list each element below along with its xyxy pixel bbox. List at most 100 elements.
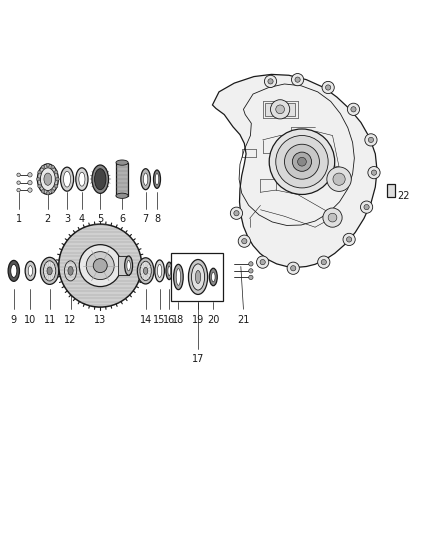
- Ellipse shape: [155, 174, 159, 185]
- Ellipse shape: [138, 258, 154, 284]
- Ellipse shape: [79, 172, 85, 186]
- Ellipse shape: [40, 257, 59, 285]
- Circle shape: [17, 188, 20, 192]
- Circle shape: [346, 237, 352, 242]
- Ellipse shape: [116, 193, 128, 198]
- Circle shape: [54, 184, 58, 188]
- Ellipse shape: [64, 171, 71, 187]
- Text: 20: 20: [207, 314, 219, 325]
- Circle shape: [364, 205, 369, 210]
- Bar: [171, 253, 223, 302]
- Ellipse shape: [92, 165, 109, 193]
- Text: 4: 4: [79, 214, 85, 224]
- Ellipse shape: [76, 168, 88, 190]
- Circle shape: [46, 191, 49, 195]
- Bar: [118, 256, 129, 275]
- Text: 12: 12: [64, 314, 77, 325]
- Circle shape: [343, 233, 355, 246]
- Circle shape: [56, 177, 59, 181]
- Circle shape: [234, 211, 239, 216]
- Bar: [116, 163, 128, 196]
- Ellipse shape: [95, 169, 106, 190]
- Ellipse shape: [116, 160, 128, 165]
- Ellipse shape: [173, 264, 183, 289]
- Ellipse shape: [212, 272, 215, 282]
- Text: 1: 1: [16, 214, 22, 224]
- Ellipse shape: [11, 264, 17, 277]
- Ellipse shape: [188, 260, 208, 294]
- Circle shape: [291, 74, 304, 86]
- Circle shape: [333, 173, 345, 185]
- Circle shape: [322, 82, 334, 94]
- Circle shape: [260, 260, 265, 265]
- Circle shape: [268, 79, 273, 84]
- Text: 9: 9: [11, 314, 17, 325]
- Circle shape: [265, 75, 277, 87]
- Circle shape: [347, 103, 360, 116]
- Ellipse shape: [47, 267, 52, 275]
- Circle shape: [327, 167, 351, 191]
- Circle shape: [292, 152, 311, 171]
- Text: 8: 8: [154, 214, 160, 224]
- Ellipse shape: [209, 268, 217, 286]
- Circle shape: [368, 166, 380, 179]
- Circle shape: [54, 171, 58, 174]
- Circle shape: [365, 134, 377, 146]
- Circle shape: [59, 224, 142, 307]
- Circle shape: [36, 177, 40, 181]
- Ellipse shape: [168, 266, 170, 276]
- Circle shape: [325, 85, 331, 90]
- Ellipse shape: [28, 265, 32, 276]
- Circle shape: [28, 188, 32, 192]
- Circle shape: [249, 262, 253, 266]
- Circle shape: [41, 190, 45, 193]
- Circle shape: [230, 207, 243, 220]
- Circle shape: [51, 190, 54, 193]
- Circle shape: [290, 265, 296, 271]
- Circle shape: [269, 129, 335, 195]
- Ellipse shape: [62, 258, 79, 284]
- Circle shape: [79, 245, 121, 287]
- Text: 19: 19: [192, 314, 204, 325]
- Circle shape: [371, 170, 377, 175]
- Circle shape: [249, 275, 253, 280]
- Circle shape: [249, 269, 253, 273]
- Text: 7: 7: [142, 214, 149, 224]
- Circle shape: [360, 201, 373, 213]
- Circle shape: [321, 260, 326, 265]
- Text: 14: 14: [140, 314, 152, 325]
- Ellipse shape: [44, 173, 52, 185]
- Text: 21: 21: [237, 314, 250, 325]
- Text: 22: 22: [397, 191, 410, 201]
- Ellipse shape: [166, 262, 173, 280]
- Ellipse shape: [176, 269, 180, 285]
- Circle shape: [38, 184, 41, 188]
- Circle shape: [86, 252, 114, 280]
- Ellipse shape: [40, 168, 55, 190]
- Text: 2: 2: [45, 214, 51, 224]
- Polygon shape: [212, 75, 377, 268]
- Ellipse shape: [144, 173, 148, 185]
- Text: 18: 18: [172, 314, 184, 325]
- Ellipse shape: [43, 261, 56, 281]
- Ellipse shape: [153, 170, 160, 188]
- Ellipse shape: [68, 266, 73, 275]
- Circle shape: [351, 107, 356, 112]
- Bar: [265, 103, 295, 116]
- Text: 5: 5: [97, 214, 103, 224]
- Circle shape: [323, 208, 342, 227]
- Ellipse shape: [141, 169, 150, 190]
- Circle shape: [51, 165, 54, 169]
- Text: 16: 16: [163, 314, 175, 325]
- Circle shape: [28, 181, 32, 185]
- Ellipse shape: [37, 164, 58, 195]
- Text: 10: 10: [24, 314, 36, 325]
- Circle shape: [28, 173, 32, 177]
- Ellipse shape: [195, 270, 201, 284]
- Text: 17: 17: [192, 354, 204, 364]
- Circle shape: [368, 138, 374, 142]
- Ellipse shape: [125, 256, 133, 275]
- Circle shape: [242, 239, 247, 244]
- Bar: [387, 184, 395, 197]
- Circle shape: [318, 256, 330, 268]
